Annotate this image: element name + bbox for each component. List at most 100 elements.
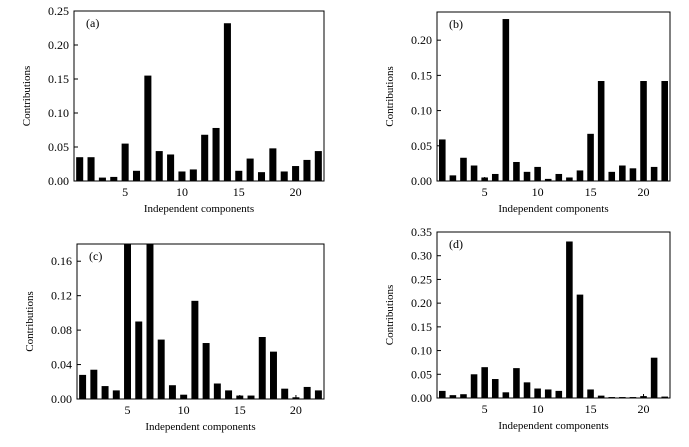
y-tick-label: 0.10 xyxy=(48,106,69,120)
y-tick-label: 0.05 xyxy=(411,139,432,153)
y-tick-label: 0.12 xyxy=(51,289,72,303)
bar xyxy=(619,165,626,181)
bar xyxy=(269,148,277,181)
x-tick-label: 5 xyxy=(125,403,131,417)
plot-frame xyxy=(436,231,671,399)
x-axis-label: Independent components xyxy=(145,421,255,433)
y-tick-label: 0.25 xyxy=(411,272,432,286)
x-axis-label: Independent components xyxy=(144,203,254,215)
x-tick-label: 20 xyxy=(638,185,650,199)
plot-frame xyxy=(73,10,325,182)
bar xyxy=(178,171,186,181)
bar xyxy=(502,392,510,398)
bar xyxy=(235,170,243,181)
bar xyxy=(110,176,118,181)
bar xyxy=(189,169,197,181)
bar xyxy=(534,388,541,398)
bar xyxy=(439,139,446,181)
bar xyxy=(124,244,131,399)
bar xyxy=(523,382,531,398)
bar xyxy=(460,394,467,398)
bar xyxy=(201,134,209,181)
bar xyxy=(257,172,266,181)
bar xyxy=(303,159,311,181)
bar xyxy=(661,81,668,181)
y-axis-label: Contributions xyxy=(384,66,396,127)
plot-frame xyxy=(436,11,671,182)
y-tick-label: 0.10 xyxy=(411,344,432,358)
x-tick-label: 15 xyxy=(585,185,597,199)
bar xyxy=(314,151,322,181)
panel-label: (d) xyxy=(449,237,463,251)
bar xyxy=(246,158,254,181)
bar xyxy=(534,166,541,181)
bar xyxy=(98,177,106,181)
x-tick-label: 15 xyxy=(585,402,597,416)
y-tick-label: 0.10 xyxy=(411,104,432,118)
chart-panel-3: 0.00 0.04 0.08 0.12 0.16 5 10 15 20 (c) Independen… xyxy=(24,243,325,433)
bar xyxy=(566,177,573,181)
bar xyxy=(661,396,668,398)
bar xyxy=(101,386,109,399)
bar xyxy=(439,390,446,398)
bar xyxy=(247,395,255,399)
y-tick-label: 0.20 xyxy=(411,296,432,310)
bar xyxy=(281,388,289,399)
bar xyxy=(157,339,165,399)
bar xyxy=(640,81,647,181)
bar xyxy=(576,294,584,398)
y-tick-label: 0.30 xyxy=(411,249,432,263)
x-tick-label: 20 xyxy=(638,402,650,416)
bar xyxy=(144,75,152,181)
chart-panel-2: 0.00 0.05 0.10 0.15 0.20 5 10 15 20 (b) Independen… xyxy=(384,11,671,215)
bar xyxy=(650,357,658,398)
bar xyxy=(168,385,176,399)
bar xyxy=(225,390,233,399)
y-tick-label: 0.35 xyxy=(411,225,432,239)
bar xyxy=(650,166,658,181)
x-tick-label: 10 xyxy=(178,403,190,417)
bar xyxy=(303,386,311,399)
bar xyxy=(112,390,120,399)
bar xyxy=(121,143,129,181)
bar xyxy=(608,171,616,181)
bar xyxy=(191,300,199,399)
bar xyxy=(491,173,499,181)
bar xyxy=(460,157,467,181)
x-axis-label: Independent components xyxy=(498,203,608,215)
bar xyxy=(597,81,605,181)
bar xyxy=(79,374,87,399)
y-axis-label: Contributions xyxy=(24,291,36,352)
y-tick-label: 0.00 xyxy=(48,174,69,188)
y-tick-label: 0.00 xyxy=(411,174,432,188)
y-tick-label: 0.15 xyxy=(411,320,432,334)
panel-label: (c) xyxy=(89,249,102,263)
bar xyxy=(280,171,288,181)
bar xyxy=(223,23,231,181)
y-tick-label: 0.15 xyxy=(411,68,432,82)
bar xyxy=(76,157,84,181)
bar xyxy=(167,154,175,181)
y-tick-label: 0.05 xyxy=(411,367,432,381)
bar xyxy=(132,170,141,181)
bar xyxy=(270,351,277,399)
bar xyxy=(523,171,531,181)
bar xyxy=(292,166,300,181)
bar xyxy=(566,241,573,398)
x-axis-label: Independent components xyxy=(498,420,608,432)
bar xyxy=(576,170,584,181)
plot-frame xyxy=(76,243,325,400)
y-tick-label: 0.20 xyxy=(411,33,432,47)
x-tick-label: 20 xyxy=(290,185,302,199)
x-tick-label: 10 xyxy=(176,185,188,199)
bar xyxy=(502,19,510,181)
bar xyxy=(555,173,563,181)
bar xyxy=(470,374,478,398)
bar xyxy=(90,369,98,399)
bar xyxy=(135,321,143,399)
x-tick-label: 5 xyxy=(482,185,488,199)
chart-panel-4: 0.00 0.05 0.10 0.15 0.20 0.25 0.30 0.35 5 10 15 20 (… xyxy=(384,225,671,432)
bar xyxy=(587,133,594,181)
y-axis-label: Contributions xyxy=(21,66,33,127)
bar xyxy=(146,244,154,399)
